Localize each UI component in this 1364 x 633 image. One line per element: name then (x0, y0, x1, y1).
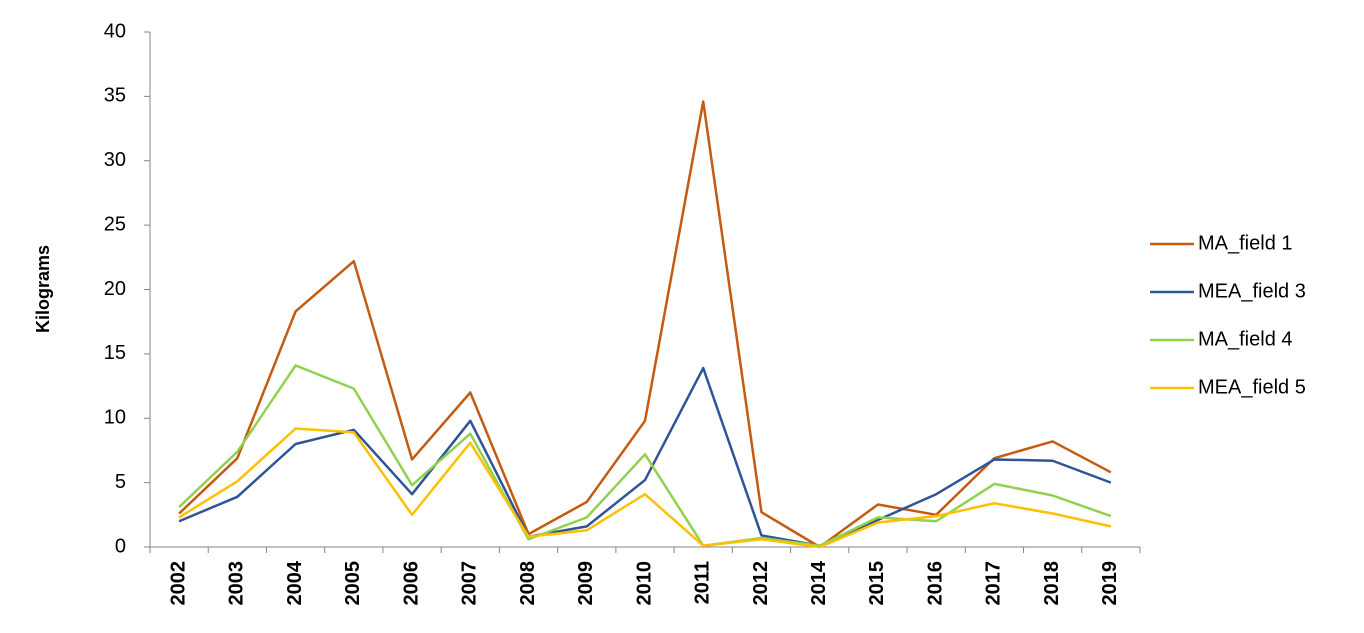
series-line (178, 366, 1112, 547)
x-tick-label: 2004 (284, 560, 306, 605)
legend-label: MEA_field 5 (1198, 376, 1306, 398)
x-tick-label: 2019 (1099, 561, 1121, 606)
x-tick-label: 2002 (167, 561, 189, 606)
y-tick-label: 30 (104, 149, 126, 171)
x-tick-label: 2014 (808, 560, 830, 605)
x-tick-label: 2011 (692, 561, 714, 604)
legend-label: MA_field 1 (1198, 232, 1293, 254)
legend-label: MEA_field 3 (1198, 280, 1306, 302)
y-tick-label: 25 (104, 213, 126, 235)
legend-label: MA_field 4 (1198, 328, 1293, 350)
series-line (178, 364, 1112, 547)
x-tick-label: 2016 (924, 561, 946, 606)
y-tick-label: 40 (104, 20, 126, 42)
y-tick-label: 35 (104, 85, 126, 107)
x-tick-label: 2009 (575, 561, 597, 606)
x-tick-label: 2015 (866, 561, 888, 606)
series-line (178, 427, 1112, 549)
x-tick-label: 2017 (983, 561, 1005, 606)
y-tick-label: 10 (104, 407, 126, 429)
x-tick-label: 2006 (400, 561, 422, 606)
x-tick-label: 2018 (1041, 561, 1063, 606)
x-tick-label: 2012 (750, 561, 772, 606)
x-tick-label: 2007 (459, 561, 481, 606)
y-tick-label: 20 (104, 278, 126, 300)
y-tick-label: 15 (104, 342, 126, 364)
x-tick-label: 2003 (226, 561, 248, 606)
x-tick-label: 2008 (517, 561, 539, 606)
series-line (178, 100, 1112, 549)
y-tick-label: 5 (115, 471, 126, 493)
y-axis-label: Kilograms (33, 245, 53, 333)
x-tick-label: 2010 (633, 561, 655, 606)
x-tick-label: 2005 (342, 561, 364, 606)
y-tick-label: 0 (115, 535, 126, 557)
